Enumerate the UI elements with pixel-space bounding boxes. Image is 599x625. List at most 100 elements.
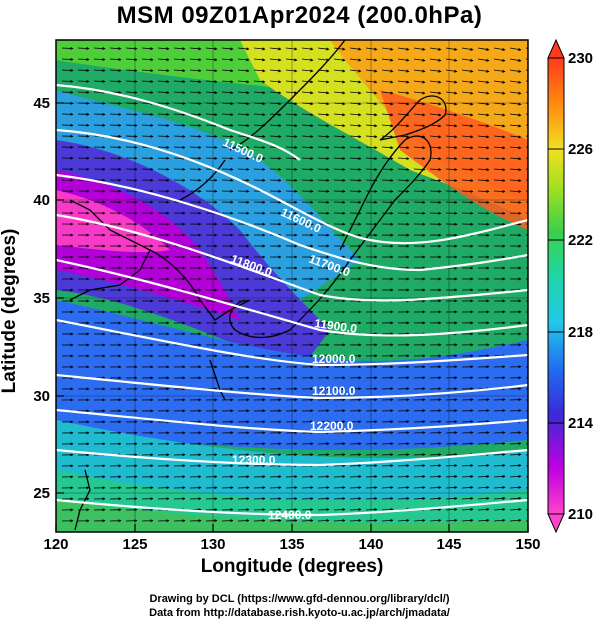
- x-tick-label: 150: [515, 536, 540, 553]
- wind-vector: [221, 58, 234, 62]
- wind-vector: [237, 69, 250, 73]
- wind-vector: [205, 69, 218, 73]
- wind-vector: [333, 58, 346, 62]
- wind-vector: [349, 474, 362, 479]
- wind-vector: [493, 474, 506, 479]
- wind-vector: [381, 485, 394, 490]
- wind-vector: [509, 507, 522, 511]
- wind-vector: [301, 496, 314, 501]
- wind-vector: [173, 112, 186, 117]
- wind-vector: [509, 200, 522, 204]
- wind-vector: [413, 518, 426, 523]
- wind-vector: [317, 124, 330, 128]
- wind-vector: [493, 58, 506, 62]
- wind-vector: [493, 135, 506, 139]
- wind-vector: [61, 68, 74, 72]
- wind-vector: [381, 69, 394, 73]
- wind-vector: [349, 113, 362, 117]
- wind-vector: [445, 47, 458, 51]
- wind-vector: [365, 135, 378, 139]
- wind-vector: [269, 91, 282, 95]
- wind-vector: [349, 124, 362, 128]
- wind-vector: [381, 146, 394, 150]
- wind-vector: [333, 178, 346, 182]
- wind-vector: [349, 145, 362, 150]
- wind-vector: [397, 146, 410, 150]
- wind-vector: [381, 47, 394, 51]
- wind-vector: [157, 112, 170, 117]
- wind-vector: [397, 167, 410, 172]
- wind-vector: [429, 146, 442, 150]
- y-tick-label: 40: [33, 192, 50, 209]
- wind-vector: [493, 113, 506, 117]
- wind-vector: [141, 112, 154, 117]
- wind-vector: [429, 485, 442, 490]
- wind-vector: [317, 69, 330, 73]
- wind-vector: [253, 58, 266, 62]
- wind-vector: [301, 91, 314, 95]
- wind-vector: [477, 178, 490, 183]
- wind-vector: [397, 178, 410, 183]
- wind-vector: [285, 58, 298, 62]
- wind-vector: [349, 135, 362, 139]
- map-title: MSM 09Z01Apr2024 (200.0hPa): [116, 2, 483, 29]
- wind-vector: [381, 463, 394, 468]
- wind-vector: [461, 518, 474, 522]
- wind-vector: [461, 463, 474, 468]
- wind-vector: [173, 47, 186, 51]
- wind-vector: [493, 518, 506, 522]
- wind-vector: [493, 485, 506, 490]
- wind-vector: [189, 145, 202, 149]
- wind-vector: [333, 113, 346, 117]
- wind-vector: [317, 80, 330, 84]
- wind-vector: [397, 58, 410, 62]
- wind-vector: [493, 157, 506, 161]
- wind-vector: [413, 47, 426, 51]
- wind-vector: [205, 145, 218, 150]
- wind-vector: [61, 57, 74, 62]
- wind-vector: [221, 156, 234, 160]
- wind-vector: [269, 69, 282, 73]
- wind-vector: [205, 112, 218, 117]
- wind-vector: [461, 91, 474, 95]
- wind-vector: [61, 46, 74, 51]
- y-tick-label: 30: [33, 388, 50, 405]
- x-axis-label: Longitude (degrees): [200, 556, 384, 577]
- wind-vector: [493, 47, 506, 51]
- wind-vector: [445, 441, 458, 446]
- wind-vector: [365, 124, 378, 128]
- wind-vector: [349, 485, 362, 490]
- wind-vector: [509, 69, 522, 73]
- wind-vector: [301, 69, 314, 73]
- wind-vector: [461, 47, 474, 51]
- wind-vector: [397, 496, 410, 501]
- wind-vector: [397, 91, 410, 95]
- contour-label: 12300.0: [232, 453, 276, 467]
- wind-vector: [141, 90, 154, 95]
- wind-vector: [509, 113, 522, 117]
- wind-vector: [461, 80, 474, 84]
- wind-vector: [109, 46, 122, 51]
- wind-vector: [445, 157, 458, 161]
- wind-vector: [493, 200, 506, 204]
- wind-vector: [413, 156, 426, 161]
- wind-vector: [413, 189, 426, 194]
- wind-vector: [285, 80, 298, 84]
- wind-vector: [477, 441, 490, 446]
- wind-vector: [189, 69, 202, 73]
- contour-label: 12100.0: [312, 384, 356, 398]
- wind-vector: [413, 178, 426, 183]
- wind-vector: [365, 146, 378, 150]
- wind-vector: [349, 167, 362, 172]
- wind-vector: [509, 168, 522, 172]
- wind-vector: [397, 442, 410, 446]
- wind-vector: [509, 496, 522, 500]
- wind-vector: [381, 453, 394, 457]
- wind-vector: [301, 58, 314, 62]
- wind-vector: [301, 113, 314, 117]
- wind-vector: [381, 474, 394, 479]
- wind-vector: [445, 58, 458, 62]
- x-tick-label: 135: [279, 536, 304, 553]
- wind-vector: [253, 156, 266, 161]
- wind-vector: [237, 123, 250, 128]
